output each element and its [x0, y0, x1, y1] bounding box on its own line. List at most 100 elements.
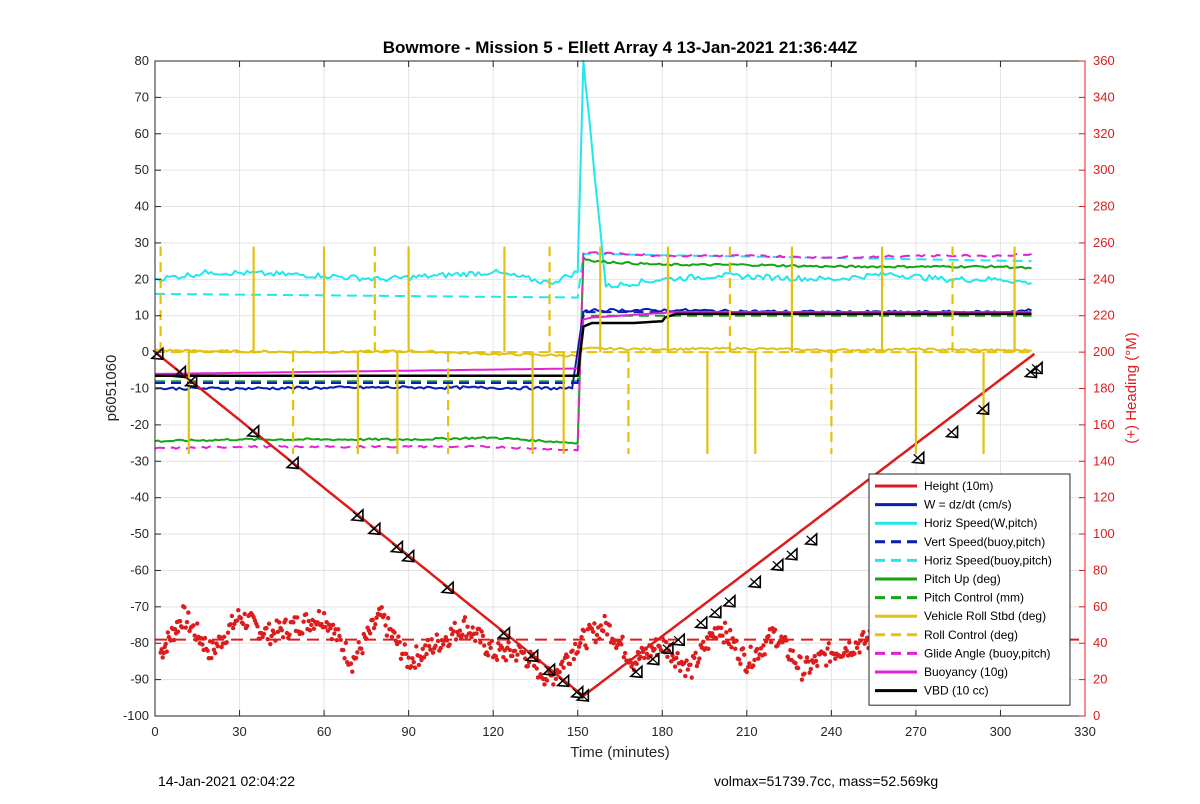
- heading-point: [601, 628, 606, 634]
- heading-point: [535, 675, 541, 680]
- heading-point: [229, 613, 235, 619]
- heading-point: [706, 646, 711, 651]
- heading-point: [420, 646, 425, 652]
- heading-point: [191, 623, 196, 628]
- heading-point: [408, 664, 414, 669]
- heading-point: [184, 619, 190, 625]
- heading-point: [434, 632, 440, 637]
- heading-point: [218, 635, 223, 640]
- height-marker-cross: [913, 453, 925, 464]
- heading-point: [795, 665, 801, 671]
- heading-point: [430, 650, 436, 655]
- heading-point: [441, 642, 446, 647]
- heading-point: [525, 664, 530, 669]
- heading-point: [824, 663, 829, 668]
- heading-point: [598, 623, 603, 628]
- heading-point: [291, 620, 296, 625]
- heading-point: [825, 646, 830, 651]
- heading-point: [163, 641, 168, 647]
- heading-point: [300, 631, 305, 636]
- y-tick-label: -60: [130, 562, 149, 577]
- heading-point: [306, 618, 311, 624]
- y-tick-label: -100: [123, 708, 149, 723]
- x-tick-label: 150: [567, 724, 589, 739]
- heading-point: [678, 668, 683, 674]
- x-tick-label: 90: [401, 724, 415, 739]
- heading-point: [489, 638, 495, 644]
- heading-point: [865, 635, 870, 641]
- heading-point: [487, 641, 492, 646]
- heading-point: [265, 637, 270, 642]
- heading-point: [210, 640, 215, 645]
- heading-point: [187, 628, 192, 634]
- heading-point: [374, 615, 379, 620]
- heading-point: [515, 652, 520, 657]
- x-tick-label: 120: [482, 724, 504, 739]
- heading-point: [721, 640, 726, 645]
- heading-point: [241, 621, 246, 627]
- heading-point: [657, 644, 662, 649]
- heading-point: [665, 654, 670, 660]
- heading-point: [396, 634, 401, 639]
- heading-point: [215, 643, 220, 649]
- heading-point: [807, 670, 812, 675]
- heading-point: [334, 637, 340, 643]
- heading-point: [416, 662, 422, 668]
- y2-tick-label: 300: [1093, 162, 1115, 177]
- height-marker-cross: [710, 608, 722, 619]
- heading-point: [622, 650, 628, 656]
- y-axis-label: p6051060: [103, 355, 120, 422]
- heading-point: [303, 612, 309, 617]
- heading-point: [392, 630, 397, 635]
- legend-label: Height (10m): [924, 479, 993, 493]
- y-tick-label: -10: [130, 381, 149, 396]
- height-marker: [172, 364, 187, 379]
- heading-point: [745, 664, 751, 670]
- heading-point: [273, 638, 278, 643]
- series-vbd-10-cc: [155, 312, 1032, 378]
- heading-point: [763, 639, 769, 644]
- heading-point: [604, 632, 610, 637]
- heading-point: [335, 627, 341, 632]
- heading-point: [766, 633, 771, 639]
- height-marker: [183, 373, 198, 388]
- heading-point: [813, 658, 819, 664]
- heading-point: [330, 622, 336, 628]
- chart-title: Bowmore - Mission 5 - Ellett Array 4 13-…: [383, 38, 858, 57]
- heading-point: [307, 628, 313, 633]
- height-marker-cross: [369, 524, 381, 535]
- heading-point: [736, 657, 742, 662]
- y2-tick-label: 240: [1093, 271, 1115, 286]
- height-marker-cross: [403, 552, 415, 563]
- heading-point: [182, 605, 187, 610]
- heading-point: [567, 661, 573, 667]
- heading-point: [802, 671, 807, 676]
- heading-point: [371, 625, 377, 631]
- height-marker-cross: [352, 511, 364, 522]
- heading-point: [452, 620, 457, 626]
- heading-point: [663, 639, 669, 645]
- heading-point: [224, 640, 229, 645]
- height-marker: [285, 455, 299, 470]
- height-marker-cross: [174, 368, 186, 378]
- height-marker: [541, 662, 556, 677]
- heading-point: [356, 640, 361, 645]
- height-marker: [366, 521, 381, 536]
- heading-point: [565, 654, 570, 659]
- heading-point: [784, 638, 789, 643]
- heading-point: [424, 651, 429, 657]
- heading-point: [675, 650, 680, 656]
- heading-point: [329, 636, 334, 642]
- height-marker: [769, 557, 784, 572]
- y2-tick-label: 280: [1093, 199, 1115, 214]
- series-glide-angle-buoy-pitch: [154, 250, 1032, 452]
- heading-point: [688, 662, 693, 667]
- heading-point: [177, 618, 183, 624]
- heading-point: [337, 633, 342, 639]
- heading-point: [238, 615, 244, 621]
- heading-point: [179, 625, 185, 630]
- height-marker-cross: [947, 428, 958, 438]
- heading-point: [268, 641, 273, 647]
- heading-point: [652, 646, 657, 652]
